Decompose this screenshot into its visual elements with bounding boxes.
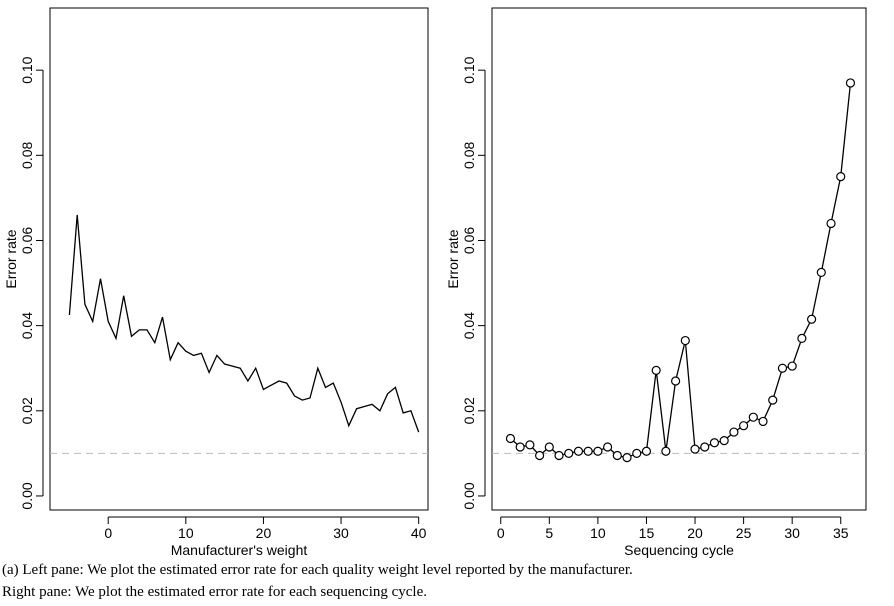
data-point: [787, 361, 797, 371]
data-point: [758, 416, 768, 427]
y-tick-label: 0.10: [461, 56, 477, 83]
data-point: [632, 448, 642, 458]
data-point: [505, 433, 516, 444]
data-point: [525, 440, 535, 450]
y-tick-label: 0.04: [19, 312, 35, 339]
y-tick-label: 0.00: [19, 482, 35, 509]
data-point: [845, 78, 856, 88]
y-tick-label: 0.02: [19, 397, 35, 424]
data-point: [564, 448, 574, 458]
data-point: [544, 442, 554, 452]
data-point: [622, 453, 632, 463]
caption-line: Right pane: We plot the estimated error …: [2, 584, 427, 600]
data-point: [515, 442, 525, 452]
y-tick-label: 0.00: [461, 482, 477, 509]
caption-line: (a) Left pane: We plot the estimated err…: [2, 562, 633, 578]
data-point: [836, 172, 846, 182]
y-tick-label: 0.06: [19, 227, 35, 254]
data-point: [806, 314, 817, 324]
data-point: [719, 435, 729, 446]
y-tick-label: 0.04: [461, 312, 477, 339]
x-tick-label: 5: [545, 525, 553, 541]
data-point: [748, 412, 758, 422]
y-axis-title: Error rate: [3, 229, 19, 288]
y-axis-title: Error rate: [445, 229, 461, 288]
data-point: [738, 421, 749, 431]
data-point: [593, 446, 603, 456]
y-tick-label: 0.06: [461, 227, 477, 254]
x-tick-label: 0: [497, 525, 505, 541]
data-point: [554, 450, 564, 461]
x-tick-label: 30: [784, 525, 800, 541]
plot-frame: [49, 7, 429, 511]
data-point: [826, 218, 836, 229]
x-axis-title: Sequencing cycle: [624, 542, 734, 558]
y-tick-label: 0.10: [19, 56, 35, 83]
data-point: [573, 446, 584, 456]
data-point: [816, 267, 826, 278]
x-tick-label: 40: [411, 525, 427, 541]
data-point: [612, 450, 622, 461]
x-tick-label: 15: [639, 525, 655, 541]
data-point: [768, 395, 778, 405]
data-point: [700, 442, 710, 452]
y-tick-label: 0.08: [19, 141, 35, 168]
data-point: [680, 335, 690, 346]
data-point: [534, 450, 545, 461]
x-tick-label: 35: [833, 525, 849, 541]
x-tick-label: 10: [590, 525, 606, 541]
x-axis-title: Manufacturer's weight: [171, 542, 308, 558]
x-tick-label: 10: [178, 525, 194, 541]
data-line: [68, 214, 420, 433]
data-point: [602, 442, 613, 452]
data-point: [709, 438, 720, 448]
data-point: [797, 333, 807, 344]
plot-frame: [491, 7, 867, 511]
data-point: [641, 446, 652, 456]
data-line: [510, 82, 852, 459]
data-point: [670, 376, 681, 386]
data-point: [690, 444, 700, 454]
y-tick-label: 0.08: [461, 141, 477, 168]
data-point: [583, 446, 593, 456]
data-point: [777, 363, 788, 373]
x-tick-label: 0: [104, 525, 112, 541]
y-tick-label: 0.02: [461, 397, 477, 424]
data-point: [729, 427, 739, 437]
data-point: [661, 446, 671, 456]
data-point: [651, 365, 661, 375]
x-tick-label: 20: [256, 525, 272, 541]
x-tick-label: 30: [333, 525, 349, 541]
x-tick-label: 25: [736, 525, 752, 541]
x-tick-label: 20: [687, 525, 703, 541]
